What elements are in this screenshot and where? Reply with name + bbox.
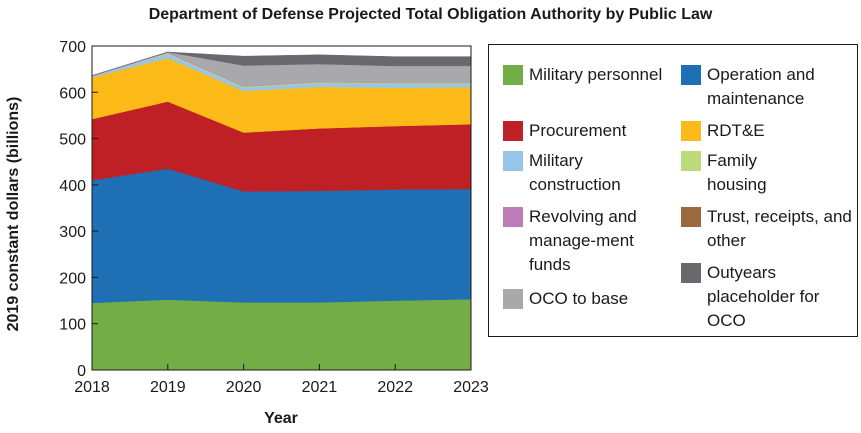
legend-label: Revolving and manage-ment funds xyxy=(529,207,637,274)
military-construction-swatch-icon xyxy=(503,151,523,171)
revolving-funds-swatch-icon xyxy=(503,207,523,227)
legend-label: OCO to base xyxy=(529,289,629,308)
y-tick-label: 700 xyxy=(59,39,86,56)
trust-receipts-swatch-icon xyxy=(681,207,701,227)
legend-label: Trust, receipts, and other xyxy=(707,207,852,250)
series-area-military-personnel xyxy=(91,298,472,371)
operation-maintenance-swatch-icon xyxy=(681,65,701,85)
area-layers xyxy=(91,51,472,371)
legend-label: Outyears placeholder for OCO xyxy=(707,263,820,330)
oco-to-base-swatch-icon xyxy=(503,289,523,309)
legend-label: Procurement xyxy=(529,121,627,140)
x-tick-label: 2020 xyxy=(226,379,262,396)
legend-item-trust-receipts: Trust, receipts, and other xyxy=(681,205,857,253)
family-housing-swatch-icon xyxy=(681,151,701,171)
x-tick-label: 2021 xyxy=(302,379,338,396)
procurement-swatch-icon xyxy=(503,121,523,141)
legend-item-procurement: Procurement xyxy=(503,119,669,143)
chart-title: Department of Defense Projected Total Ob… xyxy=(148,6,713,23)
legend-label: Military construction xyxy=(529,151,621,194)
legend-item-military-construction: Military construction xyxy=(503,149,669,197)
y-tick-label: 500 xyxy=(59,132,86,149)
military-personnel-swatch-icon xyxy=(503,65,523,85)
legend-item-rdte: RDT&E xyxy=(681,119,857,143)
x-tick-label: 2023 xyxy=(453,379,489,396)
x-axis-label: Year xyxy=(264,410,298,427)
axes: 0 100 200 300 400 500 600 700 2018 2019 2020 2021 20… xyxy=(59,39,489,396)
legend-label: RDT&E xyxy=(707,121,765,140)
legend-label: Operation and maintenance xyxy=(707,65,815,108)
legend-label: Family housing xyxy=(707,151,767,194)
legend-item-operation-maintenance: Operation and maintenance xyxy=(681,63,857,111)
legend-item-military-personnel: Military personnel xyxy=(503,63,669,87)
y-tick-label: 100 xyxy=(59,317,86,334)
x-tick-label: 2018 xyxy=(74,379,110,396)
y-tick-label: 200 xyxy=(59,270,86,287)
y-tick-label: 600 xyxy=(59,85,86,102)
rdte-swatch-icon xyxy=(681,121,701,141)
legend-item-revolving-funds: Revolving and manage-ment funds xyxy=(503,205,665,277)
legend-item-outyears-placeholder: Outyears placeholder for OCO xyxy=(681,261,837,333)
y-tick-label: 0 xyxy=(77,363,86,380)
legend-label: Military personnel xyxy=(529,65,663,84)
x-tick-label: 2022 xyxy=(377,379,413,396)
y-tick-label: 300 xyxy=(59,224,86,241)
x-tick-label: 2019 xyxy=(150,379,186,396)
legend-item-family-housing: Family housing xyxy=(681,149,807,197)
y-tick-label: 400 xyxy=(59,178,86,195)
legend-item-oco-to-base: OCO to base xyxy=(503,287,669,311)
legend: Military personnel Procurement Military … xyxy=(488,44,858,337)
plot-frame xyxy=(91,45,472,371)
outyears-placeholder-swatch-icon xyxy=(681,263,701,283)
